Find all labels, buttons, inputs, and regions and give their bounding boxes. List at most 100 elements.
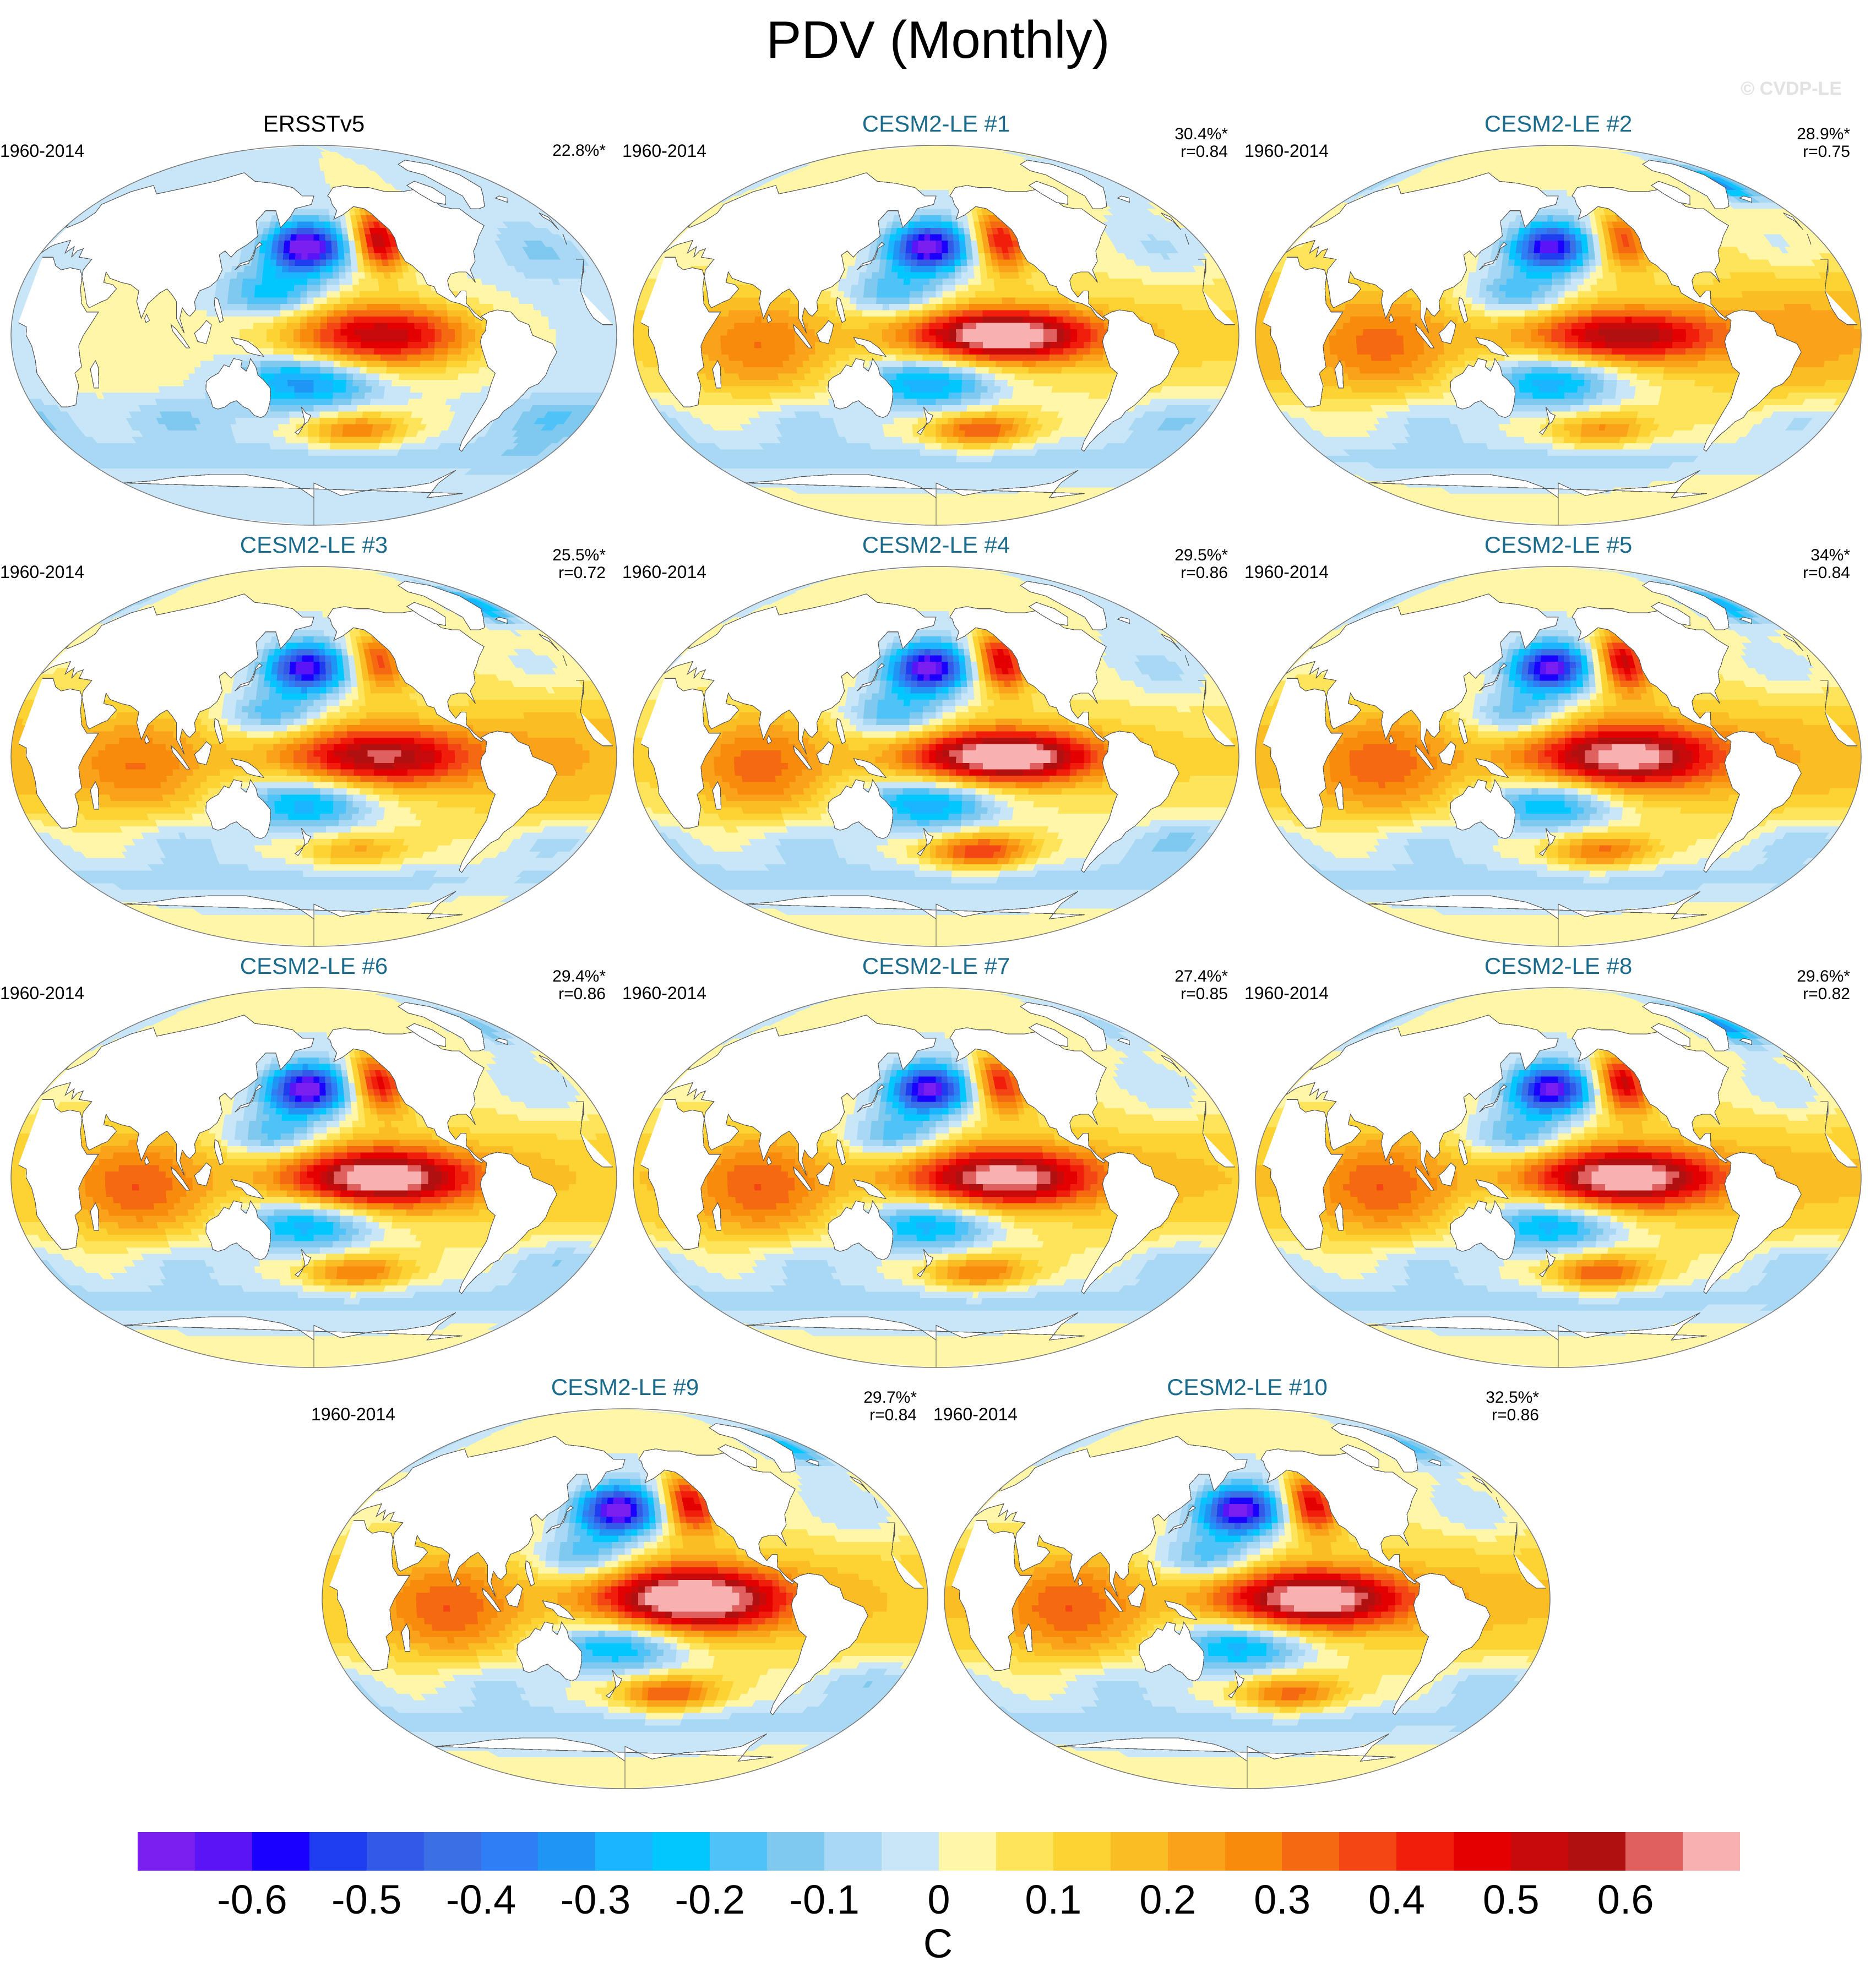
land-mass (1117, 617, 1130, 624)
land-mass (1650, 181, 1690, 205)
land-mass (235, 1084, 263, 1113)
panel-title: ERSSTv5 (0, 110, 628, 138)
land-mass (766, 1156, 773, 1165)
colorbar-box (1682, 1832, 1740, 1871)
sst-field (11, 988, 617, 1367)
land-mass (1458, 1138, 1469, 1165)
map-panel: CESM2-LE #1 1960-2014 30.4%* r=0.84 (622, 110, 1250, 528)
land-mass (1450, 357, 1516, 418)
map-border (10, 987, 617, 1368)
panel-period: 1960-2014 (0, 983, 84, 1003)
land-mass (194, 741, 212, 766)
land-mass (1572, 606, 1730, 743)
sst-field (1255, 145, 1861, 525)
land-mass (1117, 195, 1130, 203)
land-mass (1650, 1023, 1690, 1048)
land-mass (712, 1202, 722, 1231)
land-mass (235, 663, 263, 691)
land-mass (205, 357, 271, 418)
land-mass (459, 731, 557, 873)
land-mass (546, 1505, 574, 1534)
map-border (10, 145, 617, 526)
panel-period: 1960-2014 (0, 562, 84, 582)
colorbar-label: -0.2 (675, 1876, 746, 1923)
map-border (1255, 566, 1862, 947)
land-mass (1475, 758, 1509, 778)
colorbar-box (1053, 1832, 1111, 1871)
colorbar-box (194, 1832, 252, 1871)
land-mass (542, 1600, 576, 1621)
colorbar-label: 0.4 (1368, 1876, 1425, 1923)
colorbar-label: -0.3 (561, 1876, 631, 1923)
map-border (1255, 145, 1862, 526)
panel-percent-variance: 22.8%* (552, 141, 606, 161)
land-mass (1285, 1015, 1829, 1176)
land-mass (853, 336, 887, 357)
colorbar-box (252, 1832, 309, 1871)
panel-percent-variance: 25.5%* (552, 546, 606, 565)
panel-pattern-correlation: r=0.85 (1181, 984, 1228, 1004)
land-mass (770, 1573, 868, 1715)
land-mass (1642, 160, 1730, 209)
land-mass (712, 781, 722, 810)
land-mass (816, 1162, 834, 1187)
land-mass (1168, 1505, 1197, 1534)
sst-map (10, 566, 617, 947)
map-border (1255, 987, 1862, 1368)
land-mass (494, 195, 508, 203)
colorbar-label: 0.3 (1254, 1876, 1311, 1923)
land-mass (90, 1202, 100, 1231)
sst-map (322, 1408, 928, 1789)
land-mass (327, 1027, 485, 1164)
land-mass (327, 185, 485, 322)
land-mass (792, 1166, 813, 1191)
land-mass (1650, 602, 1690, 626)
land-mass (1642, 581, 1730, 630)
panel-percent-variance: 34%* (1810, 546, 1850, 565)
land-mass (1703, 731, 1802, 873)
panel-pattern-correlation: r=0.72 (558, 563, 606, 583)
land-mass (857, 242, 885, 270)
land-mass (406, 1023, 446, 1048)
land-mass (170, 745, 191, 770)
colorbar-box (481, 1832, 539, 1871)
land-mass (1739, 617, 1752, 624)
land-mass (459, 309, 557, 452)
panel-title: CESM2-LE #2 (1244, 110, 1872, 138)
land-mass (816, 741, 834, 766)
land-mass (1334, 781, 1344, 810)
land-mass (1285, 593, 1829, 755)
land-mass (294, 406, 312, 435)
land-mass (1572, 185, 1730, 322)
land-mass (1081, 1152, 1179, 1294)
land-mass (1263, 678, 1857, 829)
panel-pattern-correlation: r=0.75 (1803, 142, 1850, 162)
land-mass (853, 758, 887, 778)
map-panel: CESM2-LE #3 1960-2014 25.5%* r=0.72 (0, 531, 628, 950)
land-mass (1450, 778, 1516, 840)
land-mass (235, 242, 263, 270)
colorbar-box (595, 1832, 653, 1871)
colorbar-box (1396, 1832, 1454, 1871)
colorbar-box (1454, 1832, 1511, 1871)
panel-percent-variance: 29.4%* (552, 967, 606, 987)
colorbar-box (423, 1832, 481, 1871)
panel-period: 1960-2014 (0, 141, 84, 161)
land-mass (351, 1436, 895, 1597)
land-mass (949, 185, 1107, 322)
land-mass (709, 1423, 796, 1473)
land-mass (505, 1583, 523, 1608)
land-mass (525, 1560, 535, 1587)
land-mass (1475, 1179, 1509, 1200)
colorbar-box (1110, 1832, 1168, 1871)
land-mass (949, 606, 1107, 743)
sst-map (633, 566, 1239, 947)
land-mass (18, 1099, 613, 1250)
colorbar-label: 0.1 (1025, 1876, 1081, 1923)
land-mass (1458, 296, 1469, 323)
land-mass (170, 324, 191, 348)
panel-title: CESM2-LE #6 (0, 952, 628, 980)
colorbar-box (1282, 1832, 1340, 1871)
colorbar-units: C (0, 1920, 1876, 1967)
land-mass (1339, 1444, 1379, 1469)
